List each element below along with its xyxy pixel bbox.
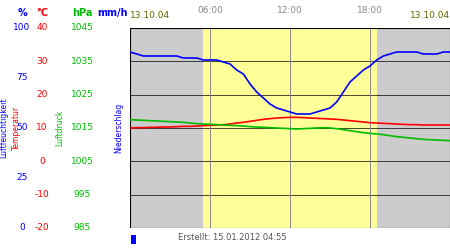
Text: 40: 40 xyxy=(36,24,48,32)
Text: -20: -20 xyxy=(35,224,50,232)
Text: 50: 50 xyxy=(16,124,28,132)
Text: 06:00: 06:00 xyxy=(197,6,223,15)
Text: 25: 25 xyxy=(16,174,28,182)
Text: 18:00: 18:00 xyxy=(357,6,383,15)
Text: 1005: 1005 xyxy=(71,157,94,166)
Text: 0: 0 xyxy=(39,157,45,166)
Text: 12:00: 12:00 xyxy=(277,6,303,15)
Text: -10: -10 xyxy=(35,190,50,199)
Text: 1045: 1045 xyxy=(71,24,94,32)
Text: 75: 75 xyxy=(16,74,28,82)
Text: 20: 20 xyxy=(36,90,48,99)
Text: Niederschlag: Niederschlag xyxy=(114,103,123,153)
Bar xyxy=(203,28,377,228)
Text: 100: 100 xyxy=(14,24,31,32)
Text: Luftdruck: Luftdruck xyxy=(55,110,64,146)
Text: 13.10.04: 13.10.04 xyxy=(130,11,170,20)
Text: °C: °C xyxy=(36,8,48,18)
Text: 985: 985 xyxy=(73,224,90,232)
Text: 13.10.04: 13.10.04 xyxy=(410,11,450,20)
Text: 1015: 1015 xyxy=(71,124,94,132)
Text: 10: 10 xyxy=(36,124,48,132)
Text: hPa: hPa xyxy=(72,8,92,18)
Bar xyxy=(131,235,136,244)
Text: 1035: 1035 xyxy=(71,57,94,66)
Text: 0: 0 xyxy=(19,224,25,232)
Text: %: % xyxy=(17,8,27,18)
Text: 1025: 1025 xyxy=(71,90,94,99)
Text: Luftfeuchtigkeit: Luftfeuchtigkeit xyxy=(0,98,9,158)
Text: 30: 30 xyxy=(36,57,48,66)
Text: 995: 995 xyxy=(73,190,90,199)
Text: Erstellt: 15.01.2012 04:55: Erstellt: 15.01.2012 04:55 xyxy=(178,234,287,242)
Text: Temperatur: Temperatur xyxy=(12,106,21,150)
Text: mm/h: mm/h xyxy=(97,8,127,18)
